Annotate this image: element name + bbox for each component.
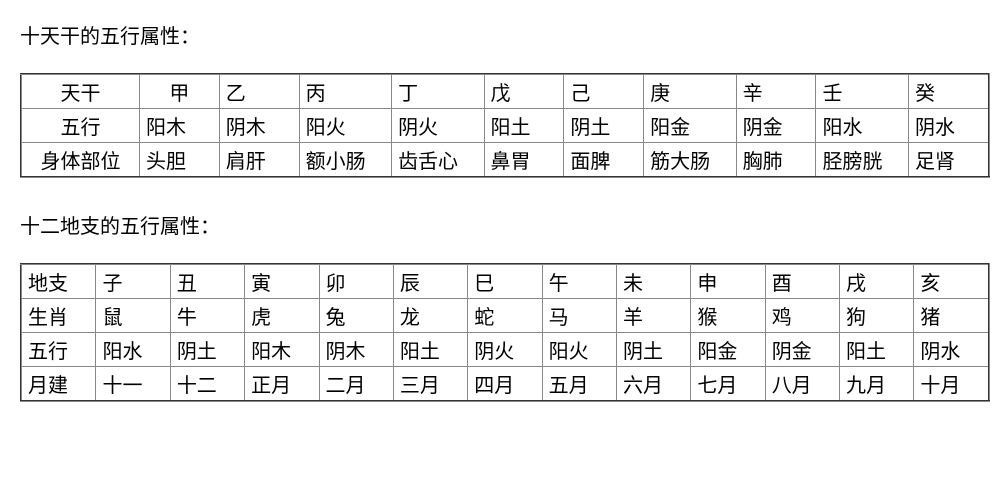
cell: 己 <box>564 74 644 109</box>
table-row: 身体部位 头胆 肩肝 额小肠 齿舌心 鼻胃 面脾 筋大肠 胸肺 胫膀胱 足肾 <box>21 143 989 178</box>
cell-header: 生肖 <box>21 299 96 333</box>
cell: 午 <box>542 264 616 299</box>
cell: 辛 <box>736 74 816 109</box>
cell: 戌 <box>840 264 914 299</box>
cell: 卯 <box>319 264 393 299</box>
cell: 六月 <box>616 367 690 402</box>
table-row: 五行 阳木 阴木 阳火 阴火 阳土 阴土 阳金 阴金 阳水 阴水 <box>21 109 989 143</box>
cell: 面脾 <box>564 143 644 178</box>
cell: 十月 <box>914 367 989 402</box>
cell: 九月 <box>840 367 914 402</box>
cell: 头胆 <box>139 143 219 178</box>
table-dizhi: 地支 子 丑 寅 卯 辰 巳 午 未 申 酉 戌 亥 生肖 鼠 牛 虎 兔 龙 … <box>20 263 990 402</box>
cell: 阴土 <box>616 333 690 367</box>
cell: 阳土 <box>484 109 564 143</box>
cell: 丙 <box>299 74 391 109</box>
cell: 阴木 <box>319 333 393 367</box>
cell-header: 天干 <box>21 74 139 109</box>
cell: 三月 <box>393 367 467 402</box>
cell: 胫膀胱 <box>816 143 908 178</box>
cell: 申 <box>691 264 765 299</box>
cell: 阳金 <box>691 333 765 367</box>
cell: 阳土 <box>393 333 467 367</box>
cell: 巳 <box>468 264 542 299</box>
cell: 羊 <box>616 299 690 333</box>
cell: 阴木 <box>219 109 299 143</box>
cell: 筋大肠 <box>644 143 736 178</box>
cell: 蛇 <box>468 299 542 333</box>
cell: 五月 <box>542 367 616 402</box>
cell: 鼠 <box>96 299 170 333</box>
cell: 阳木 <box>245 333 319 367</box>
cell: 阳金 <box>644 109 736 143</box>
cell: 寅 <box>245 264 319 299</box>
cell: 猪 <box>914 299 989 333</box>
cell: 阳火 <box>542 333 616 367</box>
cell: 阳火 <box>299 109 391 143</box>
heading-dizhi: 十二地支的五行属性： <box>20 210 979 239</box>
cell: 阴水 <box>908 109 989 143</box>
table-row: 生肖 鼠 牛 虎 兔 龙 蛇 马 羊 猴 鸡 狗 猪 <box>21 299 989 333</box>
cell-header: 五行 <box>21 109 139 143</box>
cell: 鸡 <box>765 299 839 333</box>
cell: 足肾 <box>908 143 989 178</box>
cell: 胸肺 <box>736 143 816 178</box>
cell: 牛 <box>170 299 244 333</box>
heading-tiangan: 十天干的五行属性： <box>20 20 979 49</box>
cell: 庚 <box>644 74 736 109</box>
table-row: 月建 十一 十二 正月 二月 三月 四月 五月 六月 七月 八月 九月 十月 <box>21 367 989 402</box>
cell-header: 五行 <box>21 333 96 367</box>
cell: 阴土 <box>564 109 644 143</box>
cell: 额小肠 <box>299 143 391 178</box>
cell: 酉 <box>765 264 839 299</box>
cell: 壬 <box>816 74 908 109</box>
table-tiangan: 天干 甲 乙 丙 丁 戊 己 庚 辛 壬 癸 五行 阳木 阴木 阳火 阴火 阳土… <box>20 73 990 178</box>
cell: 鼻胃 <box>484 143 564 178</box>
cell-header: 身体部位 <box>21 143 139 178</box>
cell: 亥 <box>914 264 989 299</box>
cell: 正月 <box>245 367 319 402</box>
cell: 甲 <box>139 74 219 109</box>
cell: 阴火 <box>468 333 542 367</box>
cell: 癸 <box>908 74 989 109</box>
cell: 子 <box>96 264 170 299</box>
cell: 阳木 <box>139 109 219 143</box>
cell: 丁 <box>392 74 484 109</box>
cell: 阳土 <box>840 333 914 367</box>
cell: 十一 <box>96 367 170 402</box>
cell: 戊 <box>484 74 564 109</box>
cell: 阴金 <box>765 333 839 367</box>
cell: 辰 <box>393 264 467 299</box>
cell: 阴金 <box>736 109 816 143</box>
cell-header: 地支 <box>21 264 96 299</box>
cell: 阴土 <box>170 333 244 367</box>
cell: 阳水 <box>96 333 170 367</box>
table-row: 地支 子 丑 寅 卯 辰 巳 午 未 申 酉 戌 亥 <box>21 264 989 299</box>
cell: 未 <box>616 264 690 299</box>
cell: 肩肝 <box>219 143 299 178</box>
cell: 阴水 <box>914 333 989 367</box>
table-row: 天干 甲 乙 丙 丁 戊 己 庚 辛 壬 癸 <box>21 74 989 109</box>
cell: 七月 <box>691 367 765 402</box>
cell: 虎 <box>245 299 319 333</box>
cell: 阴火 <box>392 109 484 143</box>
cell: 四月 <box>468 367 542 402</box>
cell: 兔 <box>319 299 393 333</box>
cell: 十二 <box>170 367 244 402</box>
cell: 龙 <box>393 299 467 333</box>
table-row: 五行 阳水 阴土 阳木 阴木 阳土 阴火 阳火 阴土 阳金 阴金 阳土 阴水 <box>21 333 989 367</box>
cell: 乙 <box>219 74 299 109</box>
cell: 猴 <box>691 299 765 333</box>
cell: 马 <box>542 299 616 333</box>
cell: 齿舌心 <box>392 143 484 178</box>
cell: 丑 <box>170 264 244 299</box>
cell: 八月 <box>765 367 839 402</box>
cell: 二月 <box>319 367 393 402</box>
cell: 阳水 <box>816 109 908 143</box>
cell: 狗 <box>840 299 914 333</box>
cell-header: 月建 <box>21 367 96 402</box>
